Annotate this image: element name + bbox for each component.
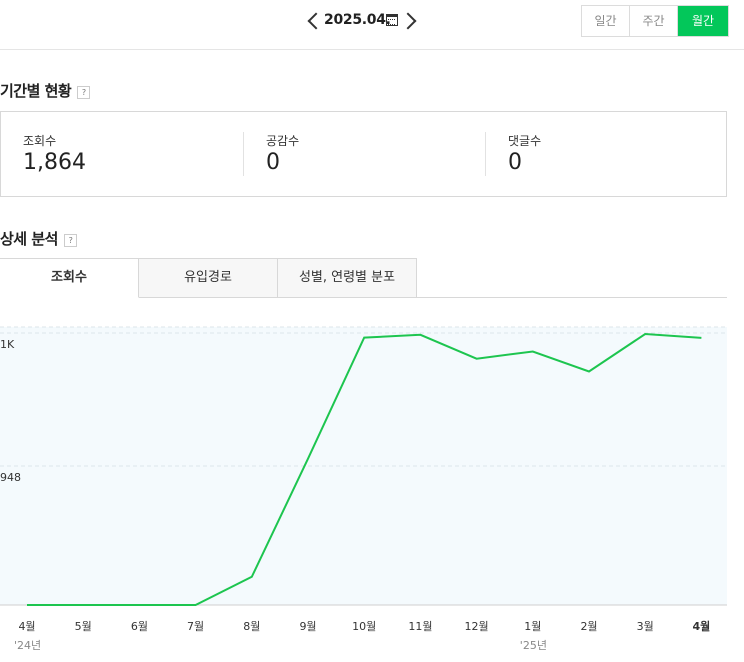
x-tick-label: 1월: [524, 620, 541, 633]
stat-likes-value: 0: [266, 150, 280, 175]
x-tick-label: 8월: [243, 620, 260, 633]
summary-title-row: 기간별 현황?: [0, 80, 91, 101]
calendar-icon[interactable]: [386, 14, 398, 26]
x-tick-label: 7월: [187, 620, 204, 633]
help-icon[interactable]: ?: [63, 234, 77, 247]
x-tick-label: 10월: [352, 620, 376, 633]
stat-views-value: 1,864: [23, 150, 86, 175]
header-divider: [0, 49, 744, 50]
x-tick-label: 11월: [408, 620, 432, 633]
period-tab-weekly[interactable]: 주간: [630, 6, 678, 36]
series-line: [27, 332, 702, 606]
y-tick-label: 948: [0, 471, 21, 484]
stat-comments-value: 0: [508, 150, 522, 175]
tab-referrer[interactable]: 유입경로: [138, 258, 278, 298]
x-tick-label: 5월: [75, 620, 92, 633]
x-tick-label: 4월: [693, 619, 711, 633]
summary-box: 조회수 1,864 공감수 0 댓글수 0: [0, 111, 727, 197]
detail-tabs: 조회수 유입경로 성별, 연령별 분포: [0, 258, 744, 298]
year-label: '25년: [520, 639, 547, 652]
period-tab-daily[interactable]: 일간: [582, 6, 630, 36]
summary-title: 기간별 현황: [0, 82, 72, 100]
tab-views[interactable]: 조회수: [0, 258, 139, 298]
stat-divider: [243, 132, 244, 176]
next-month-button[interactable]: [399, 8, 422, 36]
y-tick-label: 1K: [0, 338, 15, 351]
grid: [0, 326, 727, 467]
stat-divider: [485, 132, 486, 176]
period-tabs: 일간 주간 월간: [581, 5, 729, 37]
chevron-left-icon: [307, 12, 325, 30]
x-tick-label: 2월: [580, 620, 597, 633]
help-icon[interactable]: ?: [77, 86, 91, 99]
stat-likes-label: 공감수: [266, 134, 300, 148]
x-tick-label: 4월: [18, 620, 35, 633]
year-label: '24년: [14, 639, 41, 652]
tab-demographics[interactable]: 성별, 연령별 분포: [277, 258, 417, 298]
detail-title: 상세 분석: [0, 230, 58, 248]
x-axis-labels: 4월 5월 6월 7월 8월 9월 10월 11월 12월 1월 2월 3월 4월 '24년 '25년: [14, 619, 710, 652]
y-axis-labels: 948 1K: [0, 338, 21, 484]
x-tick-label: 3월: [637, 620, 654, 633]
prev-month-button[interactable]: [302, 8, 325, 36]
stat-comments-label: 댓글수: [508, 134, 542, 148]
x-tick-label: 6월: [131, 620, 148, 633]
x-tick-label: 12월: [465, 620, 489, 633]
period-tab-monthly[interactable]: 월간: [678, 6, 728, 36]
chevron-right-icon: [399, 12, 417, 30]
stat-views-label: 조회수: [23, 134, 57, 148]
current-date: 2025.04.: [324, 12, 391, 28]
detail-title-row: 상세 분석?: [0, 228, 77, 249]
views-line-chart: 948 1K 4월 5월 6월 7월 8월 9월 10월 11월 12월 1월 2월 3월 4월 '24년 '…: [0, 326, 727, 652]
x-tick-label: 9월: [299, 620, 316, 633]
date-navigator: 2025.04.: [300, 8, 430, 36]
